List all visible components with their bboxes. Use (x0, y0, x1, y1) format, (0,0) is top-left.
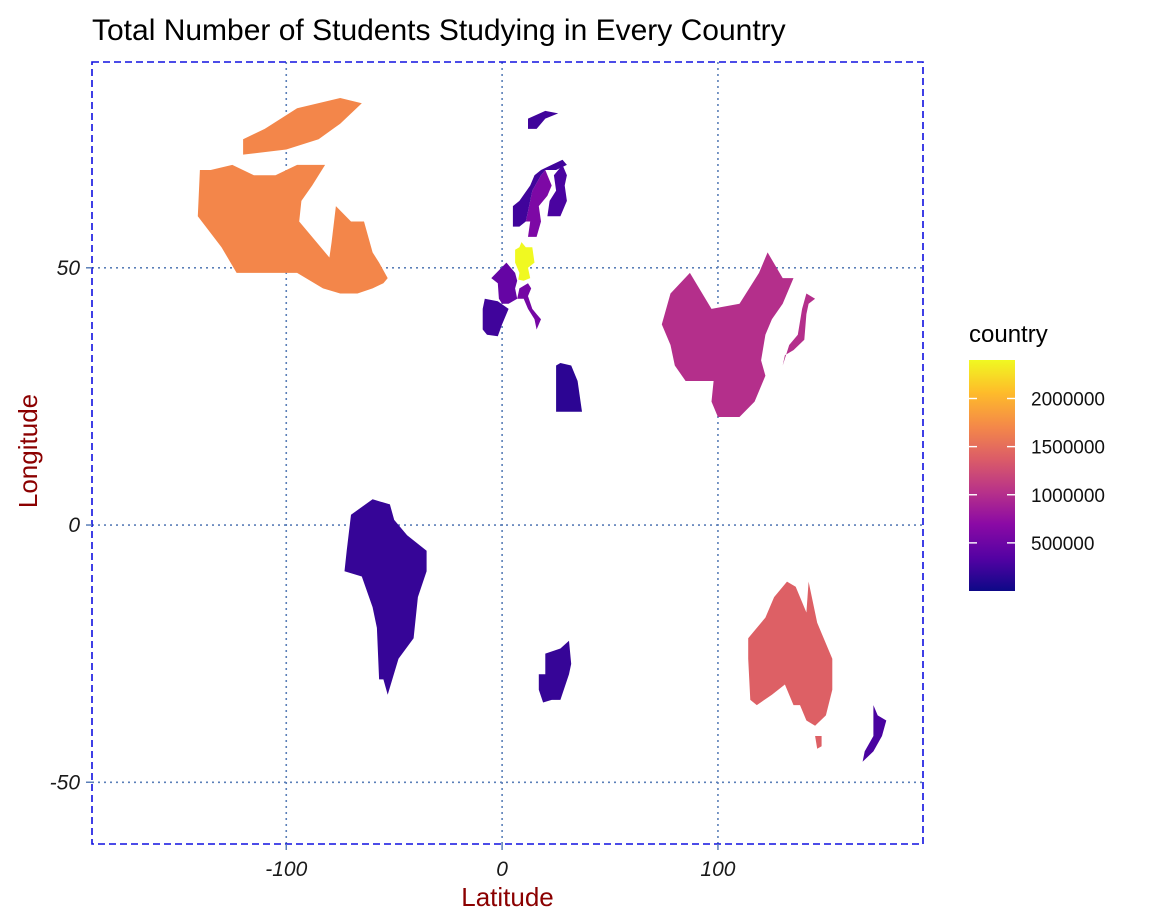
legend-ticks: 500000 1000000 1500000 2000000 (969, 390, 1105, 555)
y-tick-label: 50 (57, 257, 81, 280)
country-region (528, 110, 559, 129)
chart-title: Total Number of Students Studying in Eve… (92, 14, 786, 47)
y-tick-label: -50 (50, 771, 81, 794)
country-region (491, 262, 518, 304)
country-region (243, 98, 362, 155)
country-region (862, 705, 887, 762)
legend-label: 500000 (1031, 534, 1094, 555)
country-region (748, 581, 833, 726)
legend-colorbar (969, 360, 1015, 591)
country-region (512, 159, 567, 227)
country-region (547, 164, 567, 217)
country-region (515, 242, 535, 281)
legend-label: 1000000 (1031, 486, 1105, 507)
country-regions (197, 98, 887, 762)
panel-border (91, 61, 924, 845)
country-region (525, 170, 552, 237)
y-tick-label: 0 (68, 514, 80, 537)
country-region (517, 283, 541, 330)
x-tick-label: 100 (700, 858, 735, 881)
legend-label: 2000000 (1031, 390, 1105, 411)
x-tick-label: 0 (496, 858, 508, 881)
country-region (782, 293, 816, 366)
country-region (556, 363, 582, 412)
country-region (344, 499, 427, 695)
x-tick-label: -100 (265, 858, 307, 881)
color-legend: country 500000 1000000 1500000 2000000 (969, 321, 1105, 591)
x-axis-title: Latitude (461, 882, 554, 912)
country-region (197, 164, 388, 294)
country-region (815, 736, 822, 749)
country-region (661, 252, 794, 417)
axis-ticks: -100 0 100 -50 0 50 (50, 257, 736, 881)
legend-title: country (969, 321, 1048, 348)
legend-label: 1500000 (1031, 438, 1105, 459)
country-region (538, 640, 572, 703)
y-axis-title: Longitude (13, 394, 43, 508)
country-region (482, 298, 509, 337)
